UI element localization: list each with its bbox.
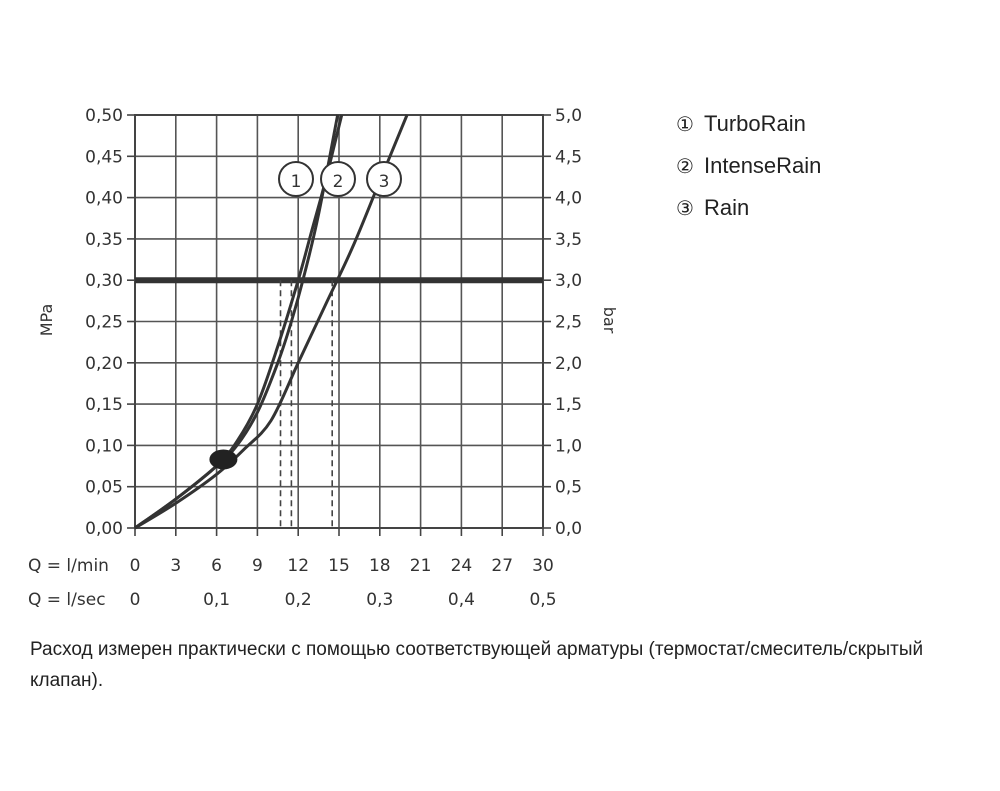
x-tick-label-lmin: 27	[491, 556, 513, 576]
right-tick-label: 0,5	[555, 478, 582, 498]
flow-pressure-chart: 0,000,050,100,150,200,250,300,350,400,45…	[28, 106, 619, 610]
right-tick-label: 5,0	[555, 106, 582, 126]
x-tick-label-lmin: 15	[328, 556, 350, 576]
right-tick-label: 3,5	[555, 230, 582, 250]
legend: ① TurboRain ② IntenseRain ③ Rain	[676, 108, 821, 234]
x-tick-label-lmin: 9	[252, 556, 263, 576]
x-axis-lmin-ticks: 0 3 6 9 12 15 18 21 24 27 30	[130, 528, 554, 576]
callout-circle-2	[320, 161, 356, 197]
curve-rain	[134, 114, 409, 530]
right-tick-label: 1,0	[555, 436, 582, 456]
right-tick-label: 0,0	[555, 519, 582, 539]
x-tick-label-lmin: 3	[170, 556, 181, 576]
x-tick-label-lsec: 0,1	[203, 590, 230, 610]
x-tick-label-lmin: 21	[410, 556, 432, 576]
x-tick-label-lmin: 18	[369, 556, 391, 576]
left-tick-label: 0,35	[85, 230, 123, 250]
legend-number-2: ②	[676, 154, 694, 178]
left-tick-label: 0,15	[85, 395, 123, 415]
x-tick-label-lsec: 0,3	[366, 590, 393, 610]
curve-intenserain	[134, 114, 344, 530]
x-axis-lsec-label: Q = l/sec	[28, 590, 106, 610]
left-axis-title: MPa	[37, 304, 56, 337]
intersection-dot	[209, 449, 238, 470]
left-tick-label: 0,50	[85, 106, 123, 126]
x-tick-label-lmin: 24	[451, 556, 473, 576]
legend-label: IntenseRain	[704, 153, 822, 178]
legend-label: Rain	[704, 195, 750, 220]
legend-number-1: ①	[676, 112, 694, 136]
curve-callouts: 1 2 3	[278, 161, 402, 197]
right-tick-label: 3,0	[555, 271, 582, 291]
x-axis-lmin-label: Q = l/min	[28, 556, 109, 576]
callout-circle-3	[366, 161, 402, 197]
x-tick-label-lsec: 0,2	[285, 590, 312, 610]
x-tick-label-lmin: 30	[532, 556, 554, 576]
curves-intersection-marker	[209, 449, 238, 470]
right-tick-label: 4,5	[555, 147, 582, 167]
right-axis-ticks: 0,0 0,5 1,0 1,5 2,0 2,5 3,0 3,5 4,0 4,5 5,0	[543, 106, 582, 539]
x-tick-label-lmin: 0	[130, 556, 141, 576]
measurement-note: Расход измерен практически с помощью соо…	[30, 639, 924, 691]
callout-number-2: 2	[333, 172, 344, 192]
x-tick-label-lsec: 0,4	[448, 590, 475, 610]
left-tick-label: 0,25	[85, 313, 123, 333]
left-tick-label: 0,30	[85, 271, 123, 291]
legend-item-intenserain: ② IntenseRain	[676, 150, 821, 192]
callout-circle-1	[278, 161, 314, 197]
left-tick-label: 0,05	[85, 478, 123, 498]
x-tick-label-lsec: 0,5	[529, 590, 556, 610]
callout-number-3: 3	[379, 172, 390, 192]
left-tick-label: 0,20	[85, 354, 123, 374]
x-tick-label-lsec: 0	[130, 590, 141, 610]
right-axis-title: bar	[600, 307, 619, 334]
x-tick-label-lmin: 6	[211, 556, 222, 576]
left-tick-label: 0,45	[85, 147, 123, 167]
left-tick-label: 0,40	[85, 189, 123, 209]
legend-item-rain: ③ Rain	[676, 192, 821, 234]
left-tick-label: 0,00	[85, 519, 123, 539]
x-axis-lsec-ticks: 0 0,1 0,2 0,3 0,4 0,5	[130, 590, 557, 610]
callout-number-1: 1	[291, 172, 302, 192]
legend-item-turborain: ① TurboRain	[676, 108, 821, 150]
right-tick-label: 4,0	[555, 189, 582, 209]
right-tick-label: 1,5	[555, 395, 582, 415]
flow-curves	[134, 114, 409, 530]
legend-label: TurboRain	[704, 111, 806, 136]
left-axis-ticks: 0,00 0,05 0,10 0,15 0,20 0,25 0,30 0,35 0,40 0,45…	[85, 106, 135, 539]
legend-number-3: ③	[676, 196, 694, 220]
x-tick-label-lmin: 12	[287, 556, 309, 576]
left-tick-label: 0,10	[85, 436, 123, 456]
right-tick-label: 2,0	[555, 354, 582, 374]
right-tick-label: 2,5	[555, 313, 582, 333]
